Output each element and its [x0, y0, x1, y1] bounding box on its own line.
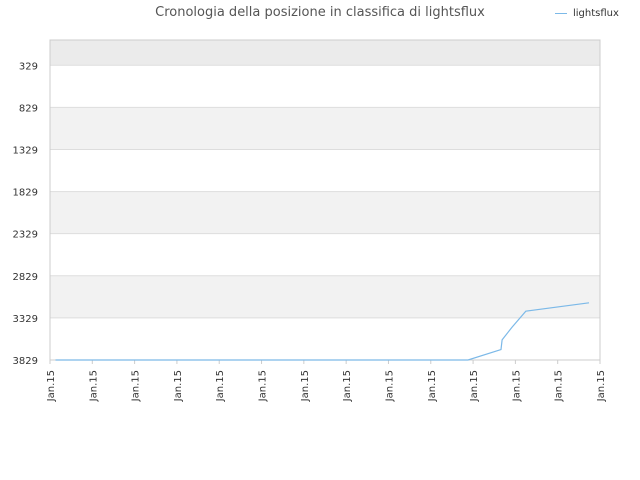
plot-band: [50, 40, 600, 66]
plot-band: [50, 107, 600, 150]
x-tick-label: Jan.15: [554, 370, 565, 402]
plot-band: [50, 149, 600, 192]
x-tick-label: Jan.15: [300, 370, 311, 402]
x-tick-label: Jan.15: [258, 370, 269, 402]
series-line-lightsflux: [55, 302, 590, 361]
legend-label: lightsflux: [573, 8, 619, 19]
x-tick-label: Jan.15: [131, 370, 142, 402]
y-tick-label: 829: [19, 103, 38, 114]
y-tick-label: 3329: [13, 314, 38, 325]
x-tick-label: Jan.15: [88, 370, 99, 402]
plot-band: [50, 317, 600, 360]
plot-bands: [50, 40, 600, 360]
legend-line-icon: [555, 12, 567, 14]
plot-band: [50, 275, 600, 318]
legend[interactable]: lightsflux: [555, 8, 619, 19]
x-tick-label: Jan.15: [173, 370, 184, 402]
y-tick-label: 3829: [13, 356, 38, 367]
x-tick-labels: Jan.15 Jan.15 Jan.15 Jan.15 Jan.15 Jan.15 Jan.…: [46, 370, 607, 402]
x-tick-label: Jan.15: [342, 370, 353, 402]
y-tick-label: 2329: [13, 230, 38, 241]
x-tick-label: Jan.15: [511, 370, 522, 402]
x-tick-label: Jan.15: [46, 370, 57, 402]
x-tick-label: Jan.15: [469, 370, 480, 402]
y-tick-label: 2829: [13, 272, 38, 283]
plot-band: [50, 233, 600, 276]
x-tick-label: Jan.15: [427, 370, 438, 402]
x-tick-label: Jan.15: [384, 370, 395, 402]
plot-band: [50, 65, 600, 108]
y-tick-label: 1829: [13, 188, 38, 199]
x-tick-label: Jan.15: [215, 370, 226, 402]
y-tick-labels: 329 829 1329 1829 2329 2829 3329 3829: [13, 61, 38, 367]
chart-title: Cronologia della posizione in classifica…: [155, 5, 485, 20]
plot-band: [50, 191, 600, 234]
y-tick-label: 329: [19, 61, 38, 72]
y-tick-label: 1329: [13, 145, 38, 156]
series-lines: [55, 302, 590, 361]
x-tick-label: Jan.15: [596, 370, 607, 402]
